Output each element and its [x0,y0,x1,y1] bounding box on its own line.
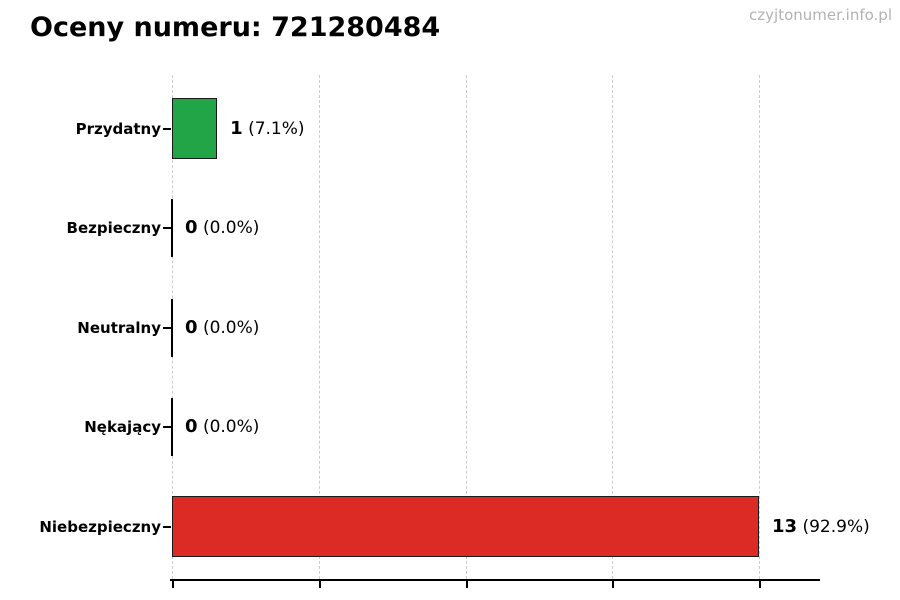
value-number: 0 [185,216,198,238]
value-label: 0 (0.0%) [185,316,259,340]
category-label: Nękający [84,418,161,436]
x-axis-line [170,579,820,581]
value-percent: (0.0%) [202,417,260,437]
x-axis-tick [172,580,174,588]
y-tick [163,226,171,229]
x-axis-tick [759,580,761,588]
bar [171,298,173,357]
x-axis-tick [612,580,615,588]
gridline [318,75,320,579]
x-axis-tick [465,580,468,588]
watermark-link[interactable]: czyjtonumer.info.pl [749,6,892,24]
x-axis-tick [318,580,321,588]
category-label: Przydatny [75,119,161,138]
bar [172,98,218,159]
value-number: 1 [230,117,243,139]
value-label: 13 (92.9%) [772,515,870,539]
value-number: 0 [185,416,198,437]
category-label: Bezpieczny [66,218,161,237]
bar [171,198,173,257]
gridline [465,75,467,579]
value-label: 0 (0.0%) [185,216,259,240]
bar [172,496,759,557]
value-number: 0 [185,316,198,338]
value-label: 0 (0.0%) [185,415,259,439]
value-percent: (7.1%) [248,118,305,139]
y-tick [163,525,171,528]
chart-title: Oceny numeru: 721280484 [30,12,441,43]
value-number: 13 [772,515,798,537]
y-tick [163,426,171,428]
gridline [612,75,614,579]
value-percent: (92.9%) [802,516,870,537]
value-label: 1 (7.1%) [230,117,304,141]
y-tick [163,326,171,329]
y-tick [163,127,171,130]
value-percent: (0.0%) [202,317,260,338]
category-label: Niebezpieczny [39,517,161,536]
value-percent: (0.0%) [202,217,260,238]
gridline [759,75,760,579]
category-label: Neutralny [77,318,161,337]
bar [171,398,173,456]
